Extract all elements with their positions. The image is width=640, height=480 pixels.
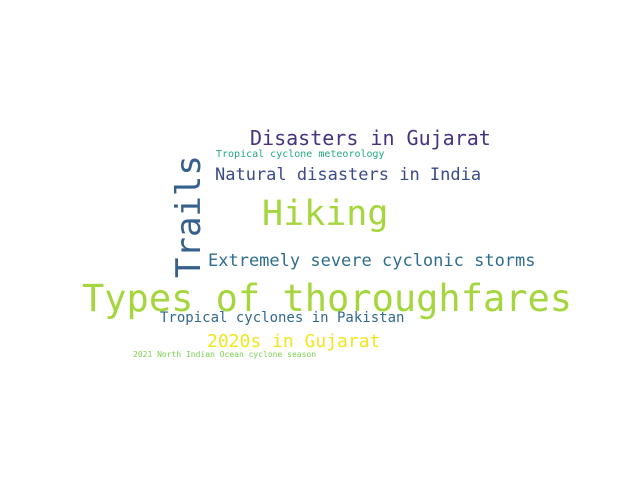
word-2020s-in-gujarat: 2020s in Gujarat bbox=[207, 331, 381, 352]
word-tropical-cyclones-in-pakistan: Tropical cyclones in Pakistan bbox=[160, 310, 405, 326]
word-tropical-cyclone-meteorology: Tropical cyclone meteorology bbox=[216, 149, 385, 160]
word-natural-disasters-in-india: Natural disasters in India bbox=[215, 165, 482, 185]
word-trails: Trails bbox=[169, 155, 209, 278]
word-types-of-thoroughfares: Types of thoroughfares bbox=[82, 277, 573, 320]
word-disasters-in-gujarat: Disasters in Gujarat bbox=[250, 126, 491, 150]
word-hiking: Hiking bbox=[262, 194, 389, 234]
word-2021-north-indian-ocean-cyclone-season: 2021 North Indian Ocean cyclone season bbox=[133, 350, 317, 359]
word-extremely-severe-cyclonic-storms: Extremely severe cyclonic storms bbox=[208, 251, 536, 271]
